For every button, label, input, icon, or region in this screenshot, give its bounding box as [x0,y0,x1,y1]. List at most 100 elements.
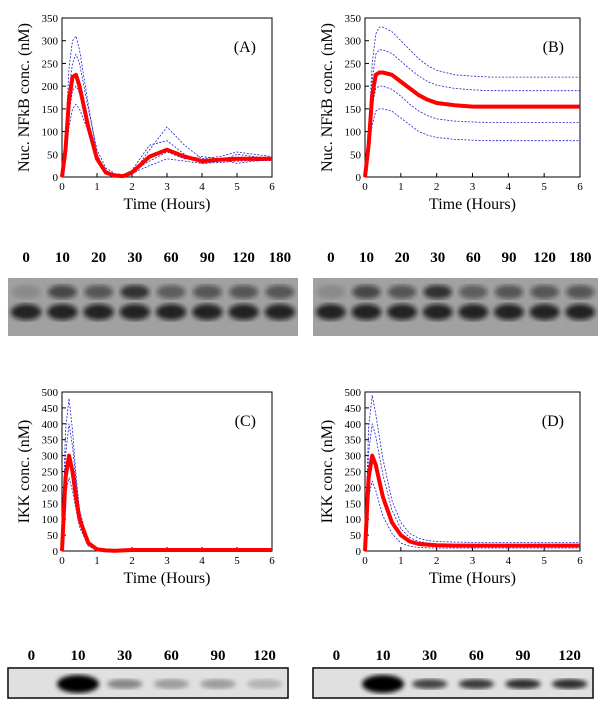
panel-label: (A) [234,39,256,56]
x-tick-label: 6 [577,181,583,193]
lane-label: 30 [430,250,445,266]
y-tick-label: 50 [350,149,362,161]
mean-line [363,453,580,552]
y-tick-label: 400 [345,419,362,431]
y-tick-label: 50 [47,530,59,542]
gel-band [155,304,187,320]
gel-noise [313,668,593,698]
y-tick-label: 0 [53,546,59,558]
gel-band [458,679,495,689]
x-tick-label: 2 [434,555,440,567]
gel-band [493,304,524,320]
lane-label: 0 [28,648,36,664]
gel-band [47,285,77,299]
x-tick-label: 0 [59,181,65,193]
gel-band [246,679,283,689]
gel-band [192,285,222,299]
x-axis-label: Time (Hours) [124,196,211,213]
lane-label: 120 [232,250,255,266]
y-tick-label: 100 [345,514,362,526]
y-tick-label: 300 [345,451,362,463]
y-tick-label: 200 [42,81,59,93]
lane-label: 120 [533,250,556,266]
ensemble-line [364,423,580,552]
gel [312,667,594,699]
x-tick-label: 4 [506,181,512,193]
gel-band [84,285,114,299]
gel-band [106,679,143,689]
x-tick-label: 3 [164,181,170,193]
gel-band [411,679,448,689]
gel-band [83,304,114,320]
gel-band [156,285,186,299]
y-tick-label: 200 [42,482,59,494]
x-tick-label: 3 [470,555,476,567]
mean-line [60,453,272,553]
y-tick-label: 150 [42,498,59,510]
gel-band [387,304,418,320]
gel-band [11,285,41,299]
gel-band [265,285,295,299]
gel-band [494,285,524,299]
y-tick-label: 0 [356,546,362,558]
lane-label: 20 [91,250,106,266]
y-tick-label: 100 [345,127,362,139]
x-tick-label: 4 [199,555,205,567]
panel-label: (B) [543,39,564,56]
x-tick-label: 0 [362,555,368,567]
ensemble-line [364,394,580,552]
gel [8,278,298,336]
gel-band [264,304,296,320]
y-tick-label: 200 [345,81,362,93]
x-tick-label: 5 [234,181,240,193]
y-tick-label: 350 [345,13,362,25]
gel-band [192,304,223,320]
x-tick-label: 6 [269,555,275,567]
ensemble-line [364,108,580,178]
x-tick-label: 2 [434,181,440,193]
y-tick-label: 300 [42,36,59,48]
gel-band [362,675,404,693]
gel-noise [8,668,288,698]
lane-label: 90 [211,648,226,664]
ensemble-line [364,85,580,178]
mean-line [60,72,272,179]
gel-band [458,304,489,320]
y-tick-label: 350 [42,435,59,447]
x-tick-label: 2 [129,181,135,193]
gel [313,278,598,336]
lane-label: 0 [22,250,30,266]
x-tick-label: 1 [398,181,404,193]
x-axis-label: Time (Hours) [429,570,516,587]
ensemble-line [61,477,272,552]
panel-label: (D) [542,413,564,430]
lane-label: 60 [164,648,179,664]
ensemble-line [364,480,580,552]
x-tick-label: 3 [470,181,476,193]
y-tick-label: 250 [42,58,59,70]
lane-label: 60 [164,250,179,266]
x-tick-label: 0 [362,181,368,193]
y-tick-label: 100 [42,514,59,526]
y-tick-label: 250 [42,467,59,479]
lane-label: 120 [253,648,276,664]
y-tick-label: 500 [42,387,59,399]
ensemble-line [364,26,580,178]
x-tick-label: 6 [269,181,275,193]
x-tick-label: 2 [129,555,135,567]
gel-band [565,304,596,320]
gel-band [10,304,42,320]
lane-label: 60 [466,250,481,266]
lane-label: 90 [516,648,531,664]
lane-label: 10 [359,250,374,266]
gel-band [153,679,190,689]
gel-band [422,304,453,320]
mean-line [363,70,580,178]
lane-label: 60 [469,648,484,664]
gel-band [529,304,560,320]
ensemble-line [61,423,272,552]
gel-band [551,679,588,689]
y-tick-label: 150 [42,104,59,116]
y-tick-label: 150 [345,104,362,116]
